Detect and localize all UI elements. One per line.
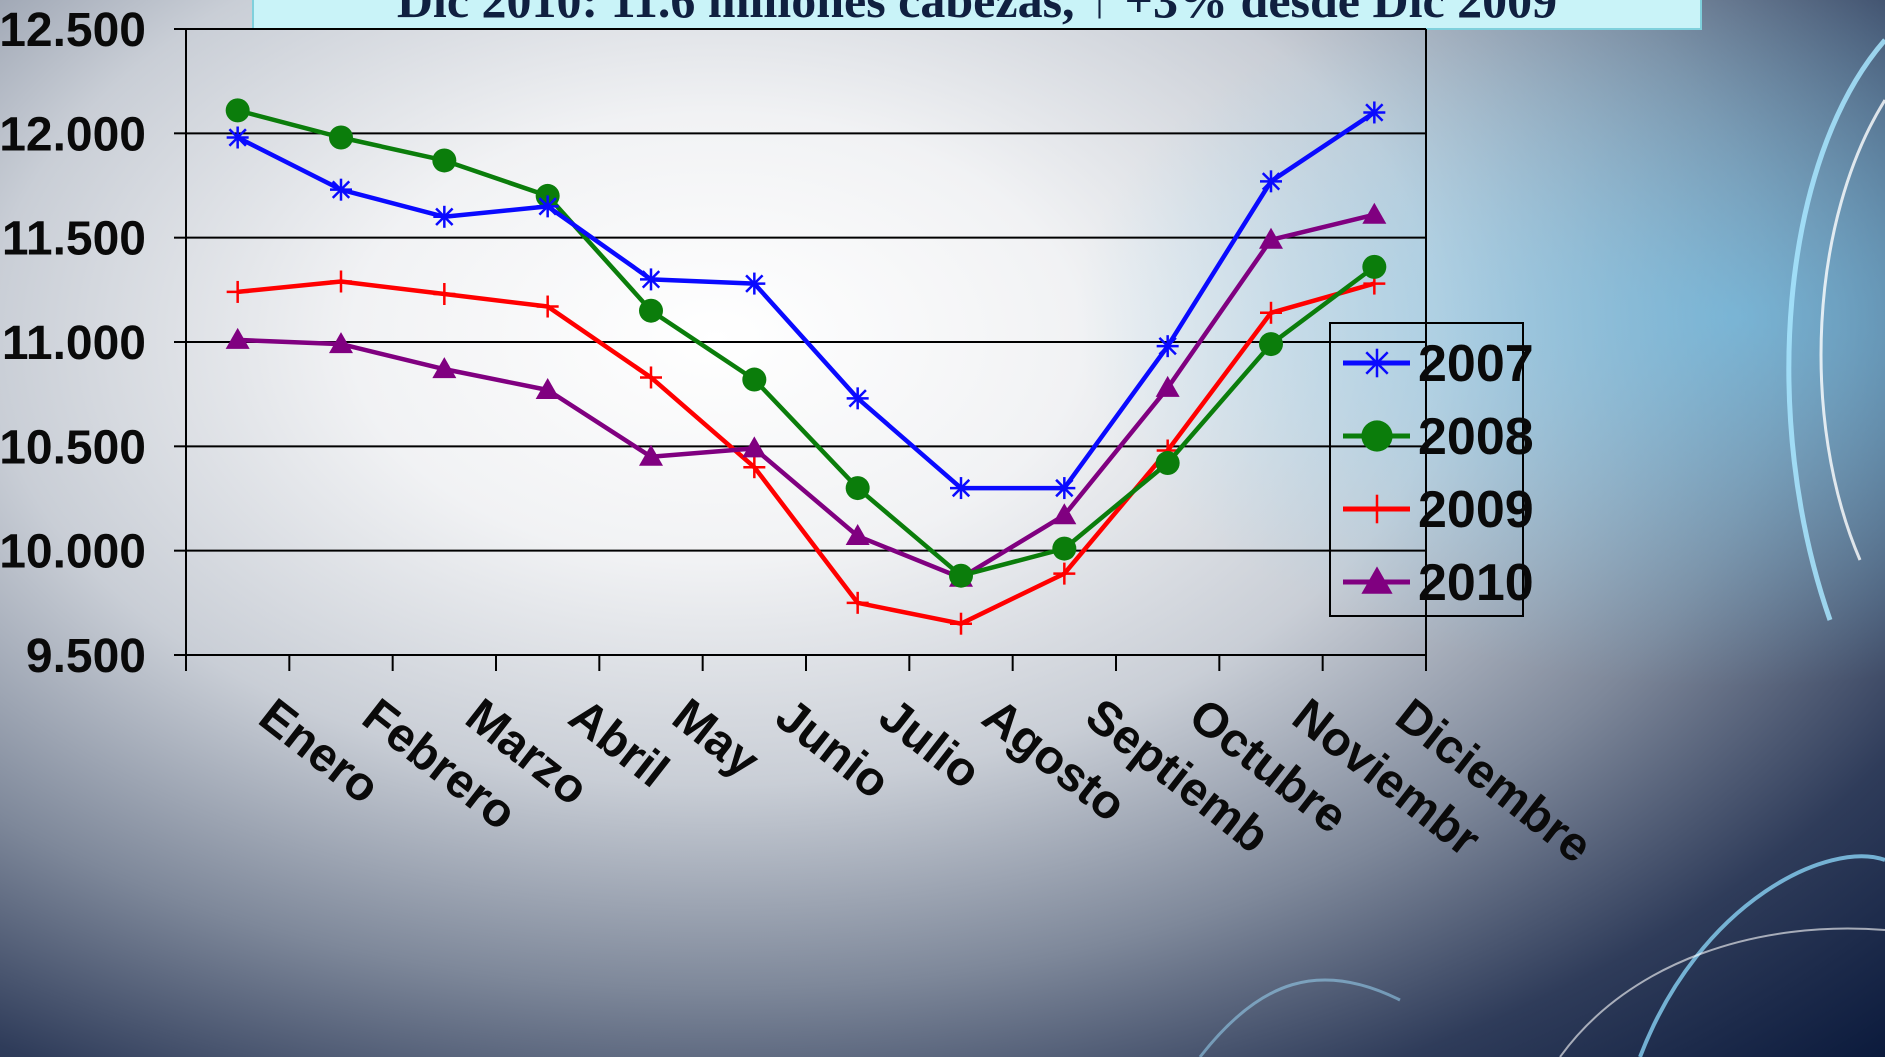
legend: 2007 2008 2009 2010 [1329, 322, 1534, 617]
series-line-2009 [237, 279, 1375, 626]
legend-label: 2009 [1418, 481, 1534, 539]
y-tick-label: 11.000 [2, 317, 146, 370]
gridlines [186, 28, 1426, 552]
data-point-triangle [639, 444, 663, 466]
legend-label: 2007 [1418, 335, 1534, 393]
series-line-2010 [237, 212, 1375, 581]
legend-item-2007: 2007 [1343, 335, 1534, 393]
data-point-asterisk [433, 205, 456, 228]
y-tick-label: 10.500 [0, 421, 146, 474]
data-point-triangle [1155, 375, 1180, 397]
series-2008 [225, 98, 1387, 588]
data-point-asterisk [1053, 477, 1076, 500]
legend-label: 2010 [1418, 554, 1534, 612]
y-tick-label: 12.000 [0, 108, 146, 161]
data-point-asterisk [1363, 101, 1386, 124]
data-point-asterisk [1260, 170, 1282, 193]
data-point-circle [845, 476, 870, 501]
legend-item-2009: 2009 [1343, 481, 1534, 539]
data-point-circle [329, 125, 353, 150]
data-point-asterisk [640, 268, 662, 291]
data-point-triangle [225, 327, 250, 349]
data-point-triangle [432, 357, 457, 379]
data-point-triangle [535, 377, 560, 399]
data-point-circle [639, 298, 663, 323]
data-point-plus [743, 456, 766, 479]
data-point-asterisk [950, 477, 972, 500]
data-point-triangle [1361, 566, 1393, 594]
data-point-circle [1052, 536, 1077, 561]
data-point-asterisk [743, 272, 766, 295]
data-point-plus [1260, 301, 1282, 324]
data-point-plus [846, 591, 869, 614]
data-point-asterisk [1362, 348, 1392, 378]
data-point-triangle [1362, 202, 1387, 224]
data-point-asterisk [536, 195, 559, 218]
legend-item-2010: 2010 [1343, 554, 1534, 612]
data-point-triangle [1052, 503, 1077, 525]
data-point-circle [949, 563, 973, 588]
slide-title: Dic 2010: 11.6 millones cabezas, ↑ +3% d… [252, 0, 1702, 30]
data-point-plus [330, 270, 352, 293]
legend-label: 2008 [1418, 408, 1534, 466]
data-point-circle [1361, 420, 1393, 452]
data-point-circle [1259, 332, 1283, 357]
y-tick-label: 10.000 [0, 526, 146, 579]
data-point-triangle [742, 436, 767, 458]
series-line-2008 [237, 108, 1376, 578]
data-point-circle [1362, 254, 1387, 279]
data-point-plus [433, 283, 456, 306]
data-point-asterisk [330, 178, 352, 201]
series-line-2007 [236, 110, 1376, 491]
legend-box [1329, 322, 1524, 617]
data-point-plus [226, 280, 249, 303]
data-point-triangle [845, 524, 870, 546]
y-tick-label: 11.500 [2, 213, 146, 266]
data-point-circle [225, 98, 250, 123]
series-2007 [226, 101, 1386, 500]
data-point-asterisk [1156, 335, 1179, 358]
series-2010 [225, 202, 1387, 587]
y-tick-label: 12.500 [0, 4, 146, 57]
data-point-asterisk [226, 126, 249, 149]
data-point-asterisk [846, 387, 869, 410]
data-point-triangle [329, 332, 353, 354]
data-point-circle [432, 148, 457, 173]
series-lines [225, 98, 1387, 635]
data-point-circle [742, 367, 767, 392]
x-category-label: Enero [249, 689, 389, 815]
data-point-plus [950, 612, 972, 635]
data-point-triangle [1259, 227, 1283, 249]
series-2009 [226, 270, 1386, 635]
x-category-label: Junio [766, 689, 899, 810]
x-category-label: May [663, 689, 769, 788]
data-point-circle [1155, 451, 1180, 476]
y-tick-label: 9.500 [26, 630, 146, 683]
data-point-plus [1362, 494, 1392, 524]
data-point-plus [1053, 562, 1076, 585]
data-point-plus [640, 366, 662, 389]
legend-item-2008: 2008 [1343, 408, 1534, 466]
data-point-plus [536, 295, 559, 318]
